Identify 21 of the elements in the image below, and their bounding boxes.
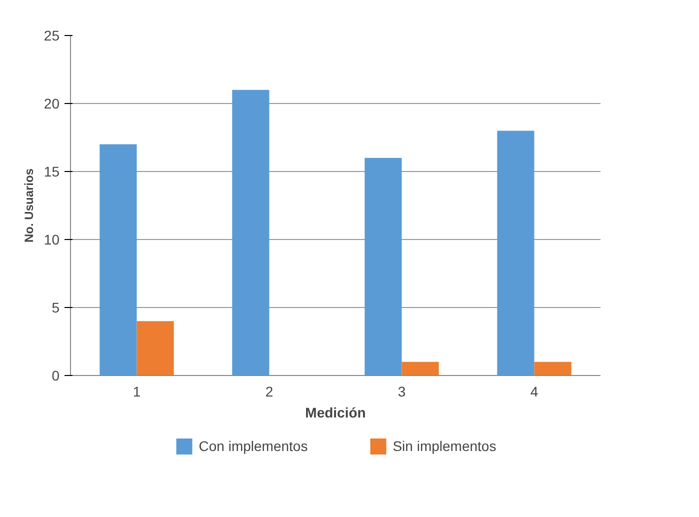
x-tick-label: 2 (265, 384, 274, 400)
y-tick-label: 20 (44, 96, 60, 112)
bar (497, 130, 534, 376)
x-tick-label: 1 (132, 384, 141, 400)
bar (364, 158, 402, 376)
y-tick-label: 0 (52, 368, 60, 384)
x-tick-label: 4 (530, 384, 538, 400)
y-tick-label: 10 (44, 232, 60, 248)
bar (136, 321, 174, 376)
y-tick-label: 15 (44, 164, 60, 180)
legend-label: Con implementos (198, 438, 308, 454)
x-tick-label: 3 (398, 384, 406, 400)
bar (534, 362, 572, 376)
bar (402, 362, 439, 376)
y-tick-label: 5 (52, 300, 60, 316)
bar (232, 90, 270, 376)
legend-label: Sin implementos (392, 438, 496, 454)
y-axis-title: No. Usuarios (22, 168, 36, 243)
x-axis-title: Medición (305, 404, 366, 420)
bar (100, 144, 137, 376)
y-tick-label: 25 (44, 28, 60, 44)
